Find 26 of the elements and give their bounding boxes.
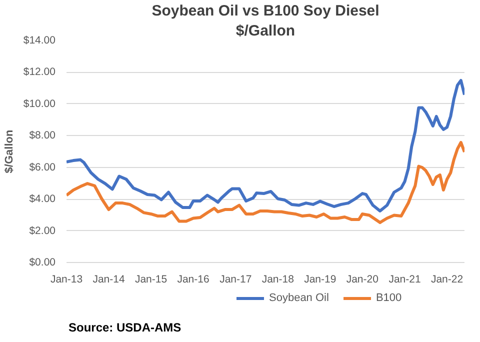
legend-label: B100 (376, 292, 402, 304)
line-series (66, 140, 464, 224)
x-tick-label: Jan-21 (388, 274, 421, 286)
y-tick-label: $4.00 (29, 193, 56, 206)
y-tick-label: $6.00 (29, 161, 56, 174)
x-tick-label: Jan-16 (177, 274, 210, 286)
chart-subtitle: $/Gallon (236, 22, 296, 40)
x-tick-label: Jan-13 (50, 274, 83, 286)
x-tick-label: Jan-14 (92, 274, 125, 286)
y-axis-title: $/Gallon (3, 130, 16, 174)
source-note: Source: USDA-AMS (68, 320, 182, 334)
y-tick-label: $2.00 (29, 224, 56, 237)
x-tick-label: Jan-15 (134, 274, 168, 286)
line-series (66, 78, 464, 212)
x-tick-label: Jan-19 (304, 274, 336, 286)
y-tick-label: $8.00 (29, 130, 56, 142)
x-tick-label: Jan-17 (220, 274, 252, 286)
chart-title: Soybean Oil vs B100 Soy Diesel (152, 2, 380, 20)
y-tick-label: $0.00 (29, 256, 56, 268)
x-tick-label: Jan-20 (346, 274, 379, 286)
x-tick-label: Jan-22 (430, 274, 464, 286)
y-tick-label: $10.00 (23, 98, 56, 110)
y-tick-label: $14.00 (23, 34, 56, 46)
x-tick-label: Jan-18 (262, 274, 294, 286)
y-tick-label: $12.00 (23, 66, 56, 78)
legend-label: Soybean Oil (269, 292, 329, 304)
